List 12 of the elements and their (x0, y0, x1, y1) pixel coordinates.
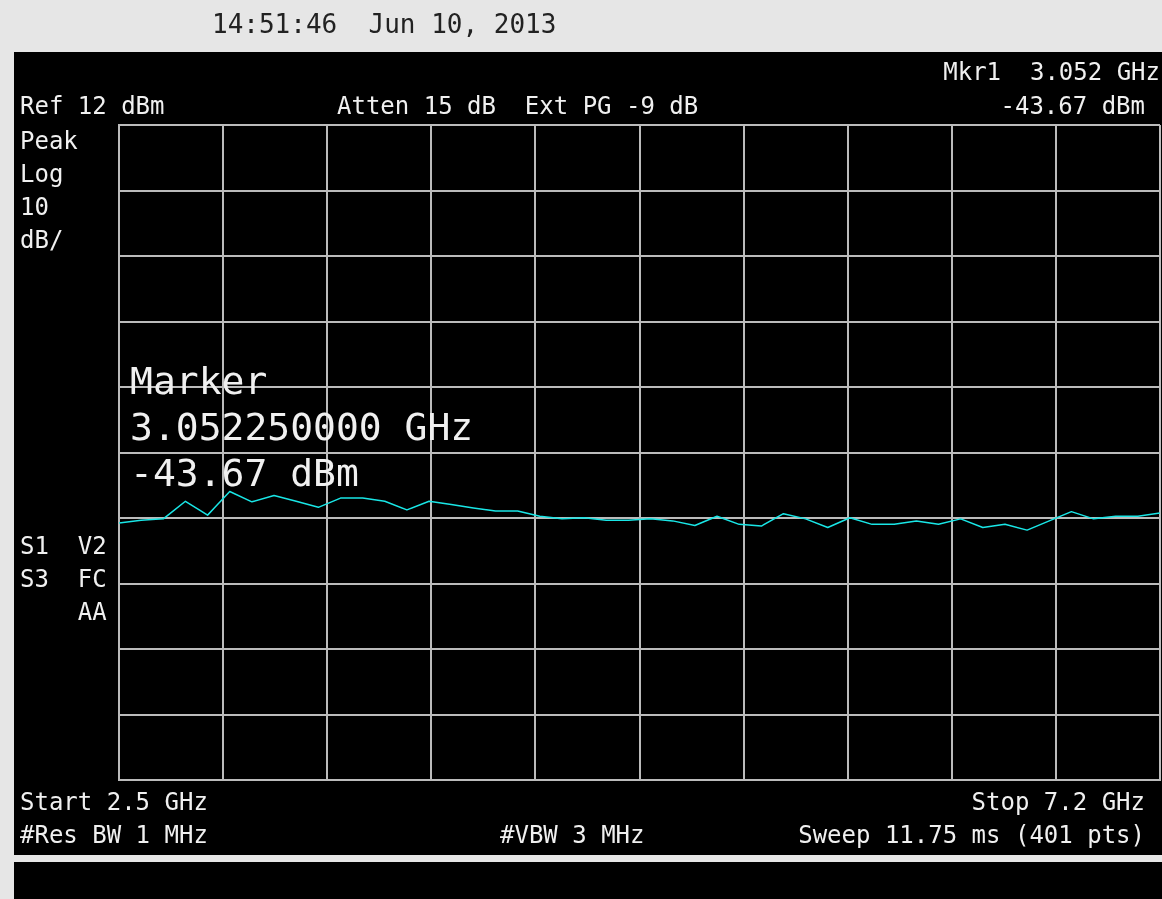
text: -43.67 dBm (1000, 92, 1145, 120)
text: 14:51:46 Jun 10, 2013 (212, 9, 557, 39)
text: Ref 12 dBm (20, 92, 165, 120)
text: Peak Log 10 dB/ (20, 126, 78, 256)
text: Start 2.5 GHz (20, 788, 208, 816)
text: #VBW 3 MHz (500, 821, 645, 849)
text: Mkr1 3.052 GHz (943, 58, 1160, 86)
text: S1 V2 S3 FC AA (20, 531, 107, 628)
text: #Res BW 1 MHz (20, 821, 208, 849)
text: Atten 15 dB Ext PG -9 dB (337, 92, 699, 120)
text: Sweep 11.75 ms (401 pts) (798, 821, 1145, 849)
text: Stop 7.2 GHz (971, 788, 1145, 816)
